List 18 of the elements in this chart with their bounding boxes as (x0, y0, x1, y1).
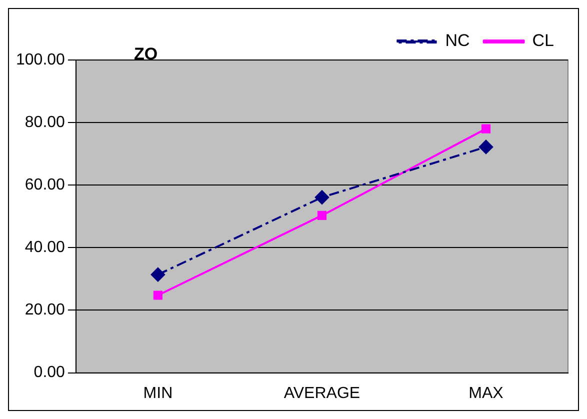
y-tick-label: 0.00 (34, 364, 66, 382)
y-tick-label: 60.00 (24, 176, 66, 194)
point (314, 190, 329, 204)
y-tick-label: 40.00 (24, 239, 66, 256)
point (153, 290, 162, 300)
x-tick-label: MIN (143, 384, 173, 402)
point (481, 124, 491, 134)
x-tick-label: MAX (468, 384, 504, 402)
legend-label: NC (445, 31, 470, 50)
legend-label: CL (532, 31, 554, 50)
y-tick-label: 80.00 (24, 114, 66, 131)
point (317, 210, 327, 220)
x-tick-label: AVERAGE (284, 384, 360, 402)
point (150, 268, 165, 282)
y-tick-label: 100.00 (16, 51, 66, 68)
chart-title: ZO (134, 44, 158, 64)
point (478, 140, 493, 154)
y-tick-label: 20.00 (24, 302, 66, 319)
